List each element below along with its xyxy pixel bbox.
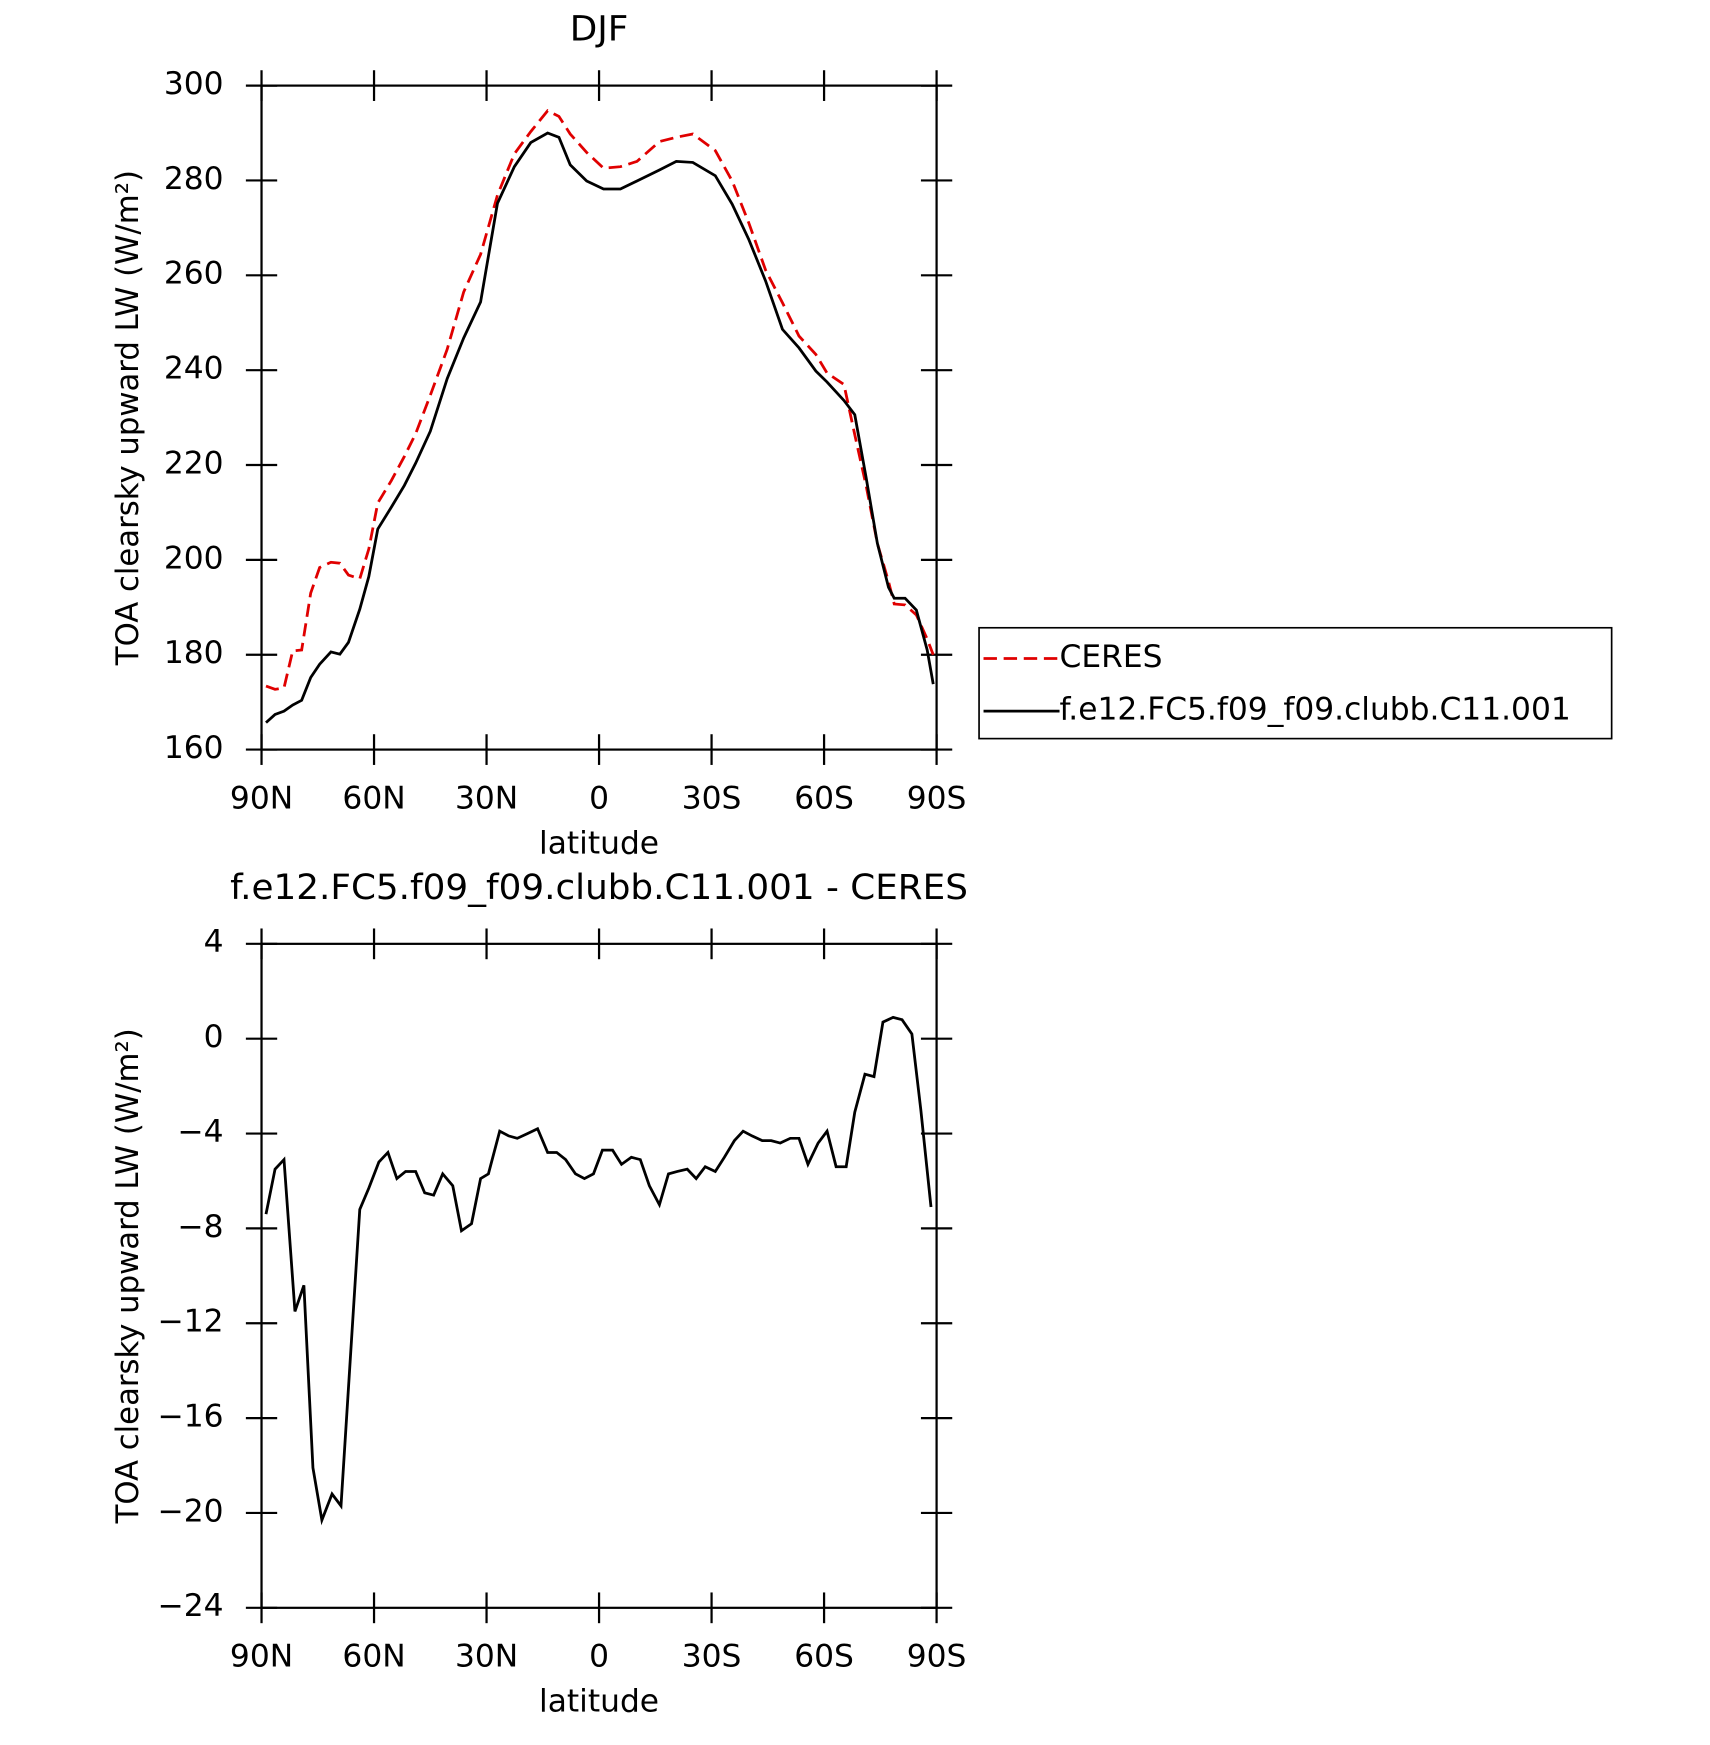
line-series — [265, 109, 935, 691]
x-tick-label: 90N — [230, 1639, 293, 1675]
y-tick-label: −4 — [177, 1114, 223, 1150]
y-tick-label: 260 — [164, 256, 224, 292]
x-tick-label: 90S — [907, 781, 967, 817]
y-tick-label: 240 — [164, 351, 224, 387]
chart-title: DJF — [570, 9, 629, 50]
legend-label: CERES — [1060, 639, 1163, 675]
y-tick-label: 300 — [164, 66, 224, 102]
x-tick-label: 90N — [230, 781, 293, 817]
y-tick-label: 280 — [164, 161, 224, 197]
legend-label: f.e12.FC5.f09_f09.clubb.C11.001 — [1060, 692, 1571, 728]
y-tick-label: 0 — [204, 1019, 224, 1055]
chart-title: f.e12.FC5.f09_f09.clubb.C11.001 - CERES — [230, 867, 968, 908]
y-tick-label: 180 — [164, 635, 224, 671]
y-tick-label: 220 — [164, 446, 224, 482]
y-tick-label: 160 — [164, 730, 224, 766]
x-tick-label: 60S — [794, 781, 854, 817]
x-tick-label: 30N — [455, 781, 518, 817]
x-tick-label: 0 — [589, 781, 609, 817]
x-axis-label: latitude — [539, 826, 659, 862]
y-axis-label: TOA clearsky upward LW (W/m²) — [110, 170, 146, 666]
x-tick-label: 0 — [589, 1639, 609, 1675]
y-tick-label: 200 — [164, 541, 224, 577]
x-tick-label: 60N — [342, 1639, 405, 1675]
y-tick-label: −12 — [158, 1304, 224, 1340]
y-tick-label: 4 — [204, 925, 224, 961]
y-tick-label: −8 — [177, 1209, 223, 1245]
y-axis-label: TOA clearsky upward LW (W/m²) — [110, 1028, 146, 1524]
y-tick-label: −24 — [158, 1588, 224, 1624]
x-tick-label: 30N — [455, 1639, 518, 1675]
y-tick-label: −20 — [158, 1494, 224, 1530]
x-tick-label: 30S — [682, 1639, 742, 1675]
plot-frame — [260, 942, 938, 1609]
x-axis-label: latitude — [539, 1684, 659, 1720]
y-tick-label: −16 — [158, 1399, 224, 1435]
x-tick-label: 90S — [907, 1639, 967, 1675]
line-series — [264, 1015, 933, 1526]
plot-frame — [260, 84, 938, 751]
x-tick-label: 60S — [794, 1639, 854, 1675]
x-tick-label: 60N — [342, 781, 405, 817]
legend-box — [978, 626, 1613, 740]
line-series — [265, 131, 935, 724]
x-tick-label: 30S — [682, 781, 742, 817]
